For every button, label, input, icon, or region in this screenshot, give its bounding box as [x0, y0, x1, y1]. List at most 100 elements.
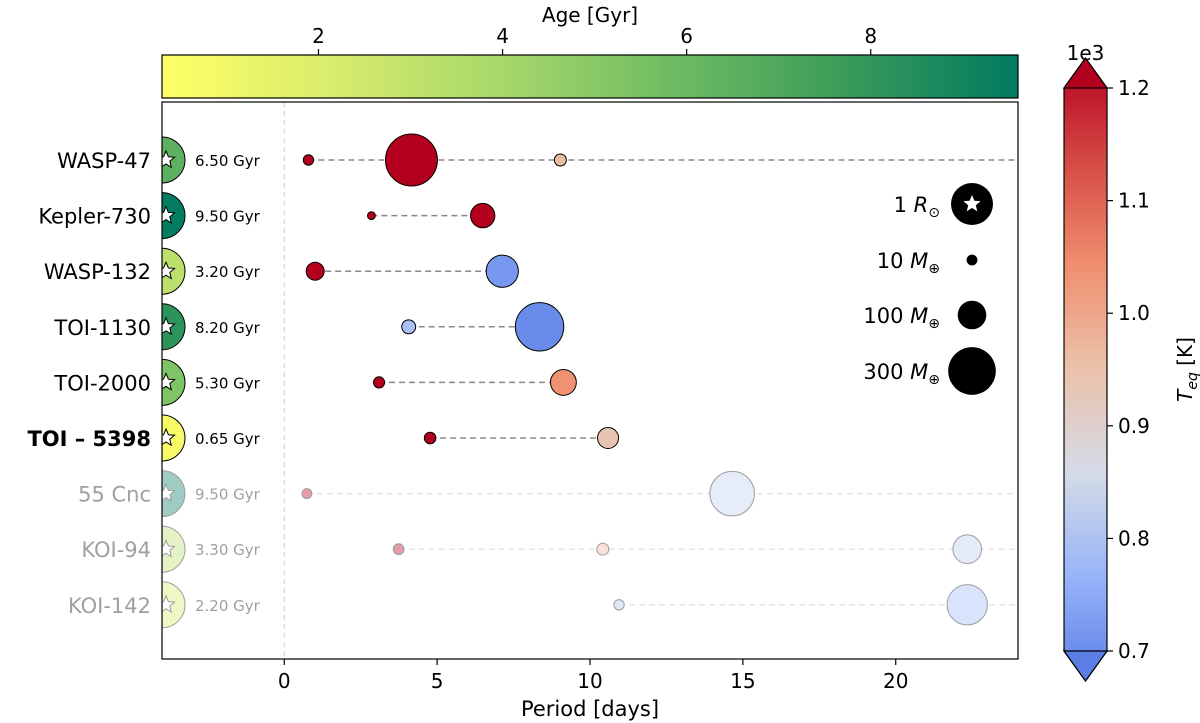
system-label: WASP-132: [44, 260, 151, 284]
host-star: [162, 581, 186, 629]
system-toi-2000: [162, 358, 577, 406]
legend-label: 10 M⊕: [877, 249, 940, 277]
teq-tick-label: 0.9: [1118, 414, 1150, 438]
teq-multiplier: 1e3: [1067, 41, 1105, 65]
x-tick-label: 20: [883, 669, 908, 693]
x-axis-label: Period [days]: [521, 697, 659, 721]
star-marker: [162, 538, 176, 558]
planet: [302, 154, 315, 166]
age-label: 8.20 Gyr: [195, 319, 261, 337]
planet: [485, 254, 519, 288]
star-marker: [162, 483, 176, 502]
age-tick-label: 2: [312, 24, 325, 48]
teq-tick-label: 0.8: [1118, 526, 1150, 550]
host-star: [162, 192, 186, 240]
teq-colorbar-min-extend: [1062, 650, 1109, 683]
teq-tick-label: 1.1: [1118, 189, 1150, 213]
legend-star-icon: [963, 195, 981, 212]
teq-tick-label: 0.7: [1118, 639, 1150, 663]
planet: [553, 153, 567, 167]
age-label: 9.50 Gyr: [195, 486, 261, 504]
planet: [597, 427, 620, 449]
planet: [372, 376, 386, 389]
host-star: [162, 470, 186, 518]
system-kepler-730: [162, 192, 496, 240]
x-tick-label: 0: [278, 669, 291, 693]
system-wasp-132: [162, 247, 519, 295]
plot-area: [162, 102, 1018, 659]
system-label: KOI-142: [68, 594, 151, 618]
legend-label: 1 R⊙: [894, 193, 940, 221]
planet: [301, 488, 313, 500]
host-star: [162, 303, 186, 351]
age-tick-label: 8: [864, 24, 877, 48]
system-label: KOI-94: [81, 538, 151, 562]
system-toi-5398: [162, 414, 620, 462]
teq-colorbar-max-extend: [1062, 56, 1109, 89]
system-55-cnc: [162, 470, 1018, 518]
system-label: Kepler-730: [38, 205, 151, 229]
system-label: 55 Cnc: [78, 483, 151, 507]
x-tick-label: 10: [577, 669, 602, 693]
planet: [613, 599, 625, 611]
system-koi-94: [162, 525, 1018, 573]
planet: [549, 368, 577, 396]
planet: [470, 202, 496, 229]
age-label: 6.50 Gyr: [195, 152, 261, 170]
host-star: [162, 414, 186, 462]
planet: [401, 319, 417, 335]
host-star: [162, 358, 186, 406]
age-tick-label: 4: [496, 24, 509, 48]
legend: 1 R⊙ 10 M⊕ 100 M⊕ 300 M⊕: [863, 183, 996, 395]
teq-colorbar: [1063, 56, 1108, 683]
planet: [952, 534, 983, 565]
star-marker: [162, 316, 176, 336]
system-koi-142: [162, 581, 1018, 629]
host-star: [162, 247, 186, 295]
teq-colorbar-label: Teq [K]: [1173, 337, 1200, 402]
age-label: 3.20 Gyr: [195, 263, 261, 281]
legend-label: 300 M⊕: [863, 360, 940, 388]
legend-mass-marker: [966, 254, 978, 266]
legend-label: 100 M⊕: [863, 304, 940, 332]
system-toi-1130: [162, 302, 565, 352]
age-colorbar: [161, 54, 1019, 99]
system-label: TOI-1130: [53, 316, 151, 340]
planet: [946, 584, 988, 626]
star-marker: [162, 260, 176, 280]
star-marker: [162, 149, 176, 169]
planet: [423, 431, 437, 445]
system-label: TOI – 5398: [27, 427, 151, 451]
star-marker: [162, 427, 176, 447]
planet: [596, 542, 610, 556]
planet: [514, 302, 565, 352]
host-star: [162, 525, 186, 573]
star-marker: [162, 205, 176, 224]
age-tick-label: 6: [680, 24, 693, 48]
system-label: TOI-2000: [53, 371, 151, 395]
age-label: 2.20 Gyr: [195, 597, 261, 615]
x-tick-label: 15: [730, 669, 755, 693]
planet: [709, 470, 755, 517]
legend-mass-marker: [948, 347, 996, 395]
plot-content: [162, 102, 1018, 659]
teq-tick-label: 1.2: [1118, 76, 1150, 100]
legend-mass-marker: [957, 300, 987, 330]
system-wasp-47: [162, 133, 1018, 187]
host-star: [162, 136, 186, 184]
teq-tick-label: 1.0: [1118, 301, 1150, 325]
system-label: WASP-47: [57, 149, 151, 173]
age-label: 3.30 Gyr: [195, 541, 261, 559]
x-tick-label: 5: [431, 669, 444, 693]
planet: [392, 543, 405, 556]
age-label: 9.50 Gyr: [195, 208, 261, 226]
age-label: 5.30 Gyr: [195, 374, 261, 392]
planet: [384, 133, 438, 187]
age-colorbar-label: Age [Gyr]: [542, 3, 638, 27]
age-label: 0.65 Gyr: [195, 430, 261, 448]
planet: [367, 211, 376, 221]
star-marker: [162, 594, 176, 614]
star-marker: [162, 372, 176, 391]
planet: [305, 261, 325, 281]
